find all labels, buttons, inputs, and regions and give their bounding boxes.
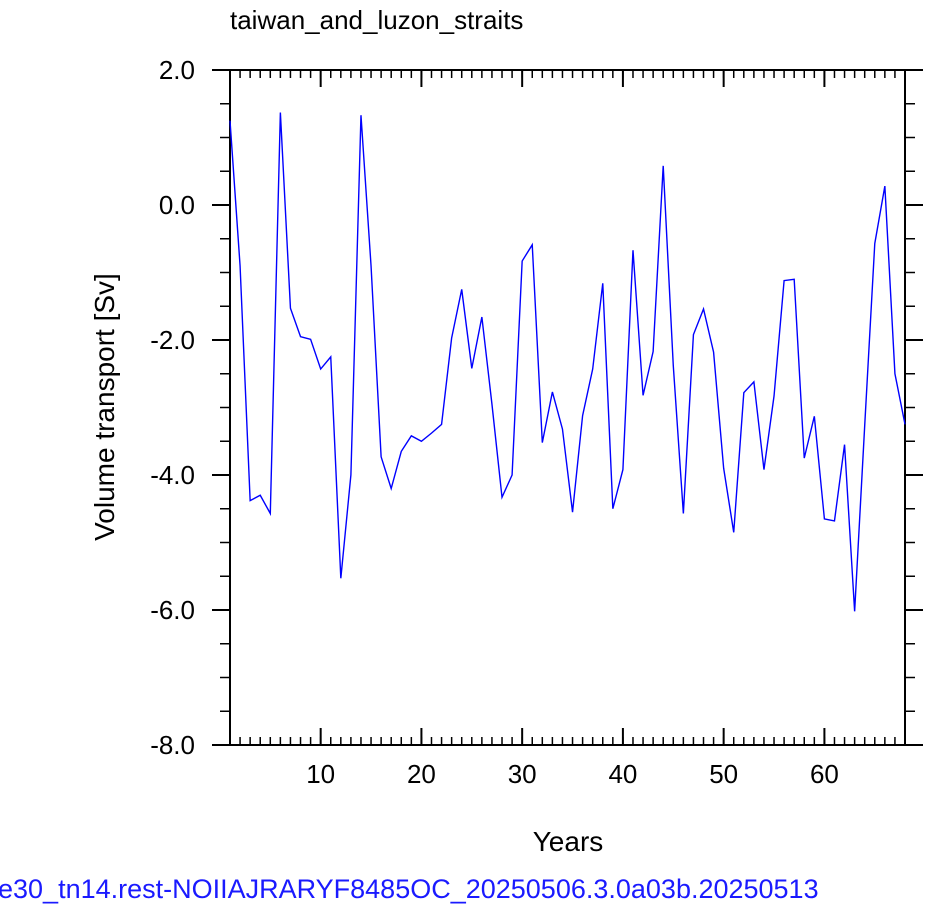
- plot-frame: [229, 69, 906, 746]
- y-axis-label: Volume transport [Sv]: [89, 273, 120, 541]
- x-tick-labels: 10 20 30 40 50 60: [306, 759, 839, 789]
- plot-area: [212, 69, 923, 746]
- y-tick-label: -6.0: [150, 595, 195, 625]
- series-group: [229, 112, 906, 612]
- x-tick-label: 30: [508, 759, 537, 789]
- x-tick-label: 50: [709, 759, 738, 789]
- y-tick-label: -4.0: [150, 460, 195, 490]
- y-tick-label: -2.0: [150, 325, 195, 355]
- x-tick-label: 40: [608, 759, 637, 789]
- y-tick-label: 2.0: [159, 55, 195, 85]
- minor-ticks: [220, 70, 915, 745]
- series-line: [229, 112, 906, 612]
- major-ticks: [212, 69, 923, 746]
- y-tick-label: 0.0: [159, 190, 195, 220]
- x-tick-label: 60: [810, 759, 839, 789]
- footer-caption: e30_tn14.rest-NOIIAJRARYF8485OC_20250506…: [0, 874, 819, 904]
- chart-title: taiwan_and_luzon_straits: [230, 5, 523, 35]
- y-tick-label: -8.0: [150, 730, 195, 760]
- x-tick-label: 10: [306, 759, 335, 789]
- y-tick-labels: -8.0 -6.0 -4.0 -2.0 0.0 2.0: [150, 55, 195, 760]
- x-axis-label: Years: [533, 826, 604, 857]
- x-tick-label: 20: [407, 759, 436, 789]
